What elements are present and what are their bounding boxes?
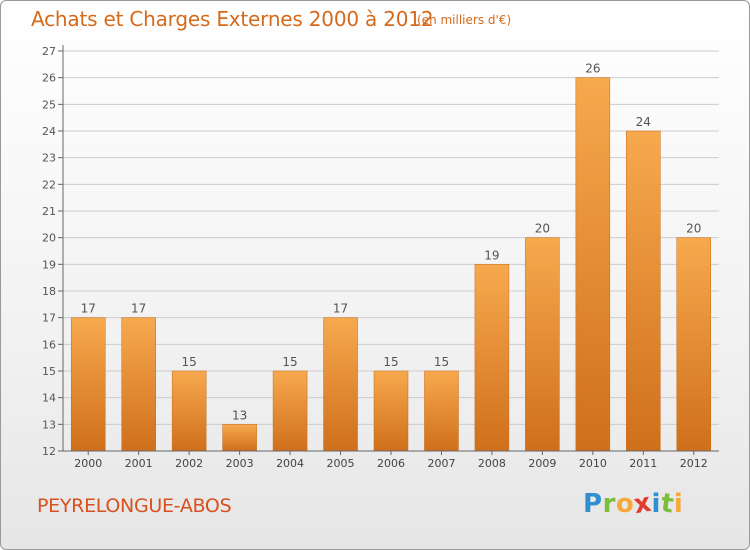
y-tick-label: 24 xyxy=(42,125,56,138)
x-tick-label: 2001 xyxy=(125,457,153,470)
bar-2000 xyxy=(70,317,106,452)
y-tick-label: 17 xyxy=(42,312,56,325)
logo-letter: i xyxy=(651,489,661,519)
data-label: 24 xyxy=(636,115,651,129)
x-tick-label: 2007 xyxy=(427,457,455,470)
data-label: 20 xyxy=(535,222,550,236)
y-tick-label: 13 xyxy=(42,418,56,431)
bar-2004 xyxy=(272,370,308,452)
y-tick-label: 18 xyxy=(42,285,56,298)
data-label: 15 xyxy=(282,355,297,369)
y-tick-label: 25 xyxy=(42,98,56,111)
x-tick-label: 2002 xyxy=(175,457,203,470)
chart-title: Achats et Charges Externes 2000 à 2012 xyxy=(31,7,434,31)
bar-2009 xyxy=(525,237,560,452)
logo-letter: P xyxy=(583,489,603,519)
bar-2011 xyxy=(626,130,661,452)
logo-letter: o xyxy=(615,489,635,519)
bar-2012 xyxy=(676,237,712,452)
x-tick-label: 2004 xyxy=(276,457,304,470)
y-tick-label: 21 xyxy=(42,205,56,218)
y-tick-label: 12 xyxy=(42,445,56,458)
bar-2001 xyxy=(121,317,156,452)
data-label: 15 xyxy=(182,355,197,369)
data-label: 19 xyxy=(484,248,499,262)
commune-name: PEYRELONGUE-ABOS xyxy=(37,495,232,517)
x-tick-label: 2011 xyxy=(629,457,657,470)
y-tick-label: 26 xyxy=(42,72,56,85)
x-tick-label: 2012 xyxy=(680,457,708,470)
y-tick-label: 16 xyxy=(42,338,56,351)
data-label: 17 xyxy=(81,302,96,316)
bar-2003 xyxy=(222,424,257,452)
bar-2002 xyxy=(171,370,207,452)
y-tick-label: 22 xyxy=(42,178,56,191)
y-tick-label: 14 xyxy=(42,392,56,405)
bar-2005 xyxy=(323,317,358,452)
bar-2006 xyxy=(373,370,409,452)
data-label: 17 xyxy=(333,302,348,316)
x-tick-label: 2000 xyxy=(74,457,102,470)
y-tick-label: 20 xyxy=(42,232,56,245)
y-tick-label: 19 xyxy=(42,258,56,271)
bar-2007 xyxy=(424,370,459,452)
data-label: 26 xyxy=(585,62,600,76)
data-label: 15 xyxy=(383,355,398,369)
x-tick-label: 2005 xyxy=(327,457,355,470)
data-label: 13 xyxy=(232,408,247,422)
x-tick-label: 2009 xyxy=(528,457,556,470)
chart-subtitle: (en milliers d'€) xyxy=(417,13,512,27)
data-label: 17 xyxy=(131,302,146,316)
axes: 12 13 14 15 16 17 18 19 20 21 22 23 24 25 26 27 2000 2001… xyxy=(42,45,719,470)
x-tick-label: 2006 xyxy=(377,457,405,470)
bar-2008 xyxy=(474,264,510,452)
y-tick-label: 15 xyxy=(42,365,56,378)
logo-letter: r xyxy=(602,489,616,519)
data-label: 20 xyxy=(686,222,701,236)
y-tick-label: 27 xyxy=(42,45,56,58)
x-tick-label: 2010 xyxy=(579,457,607,470)
proxiti-logo: Proxiti xyxy=(583,488,684,521)
y-tick-label: 23 xyxy=(42,152,56,165)
x-tick-label: 2003 xyxy=(226,457,254,470)
bars: 17 17 15 13 15 17 15 15 19 20 26 24 20 xyxy=(70,62,712,452)
data-label: 15 xyxy=(434,355,449,369)
bar-2010 xyxy=(575,77,611,452)
logo-letter: i xyxy=(673,489,684,519)
x-tick-label: 2008 xyxy=(478,457,506,470)
